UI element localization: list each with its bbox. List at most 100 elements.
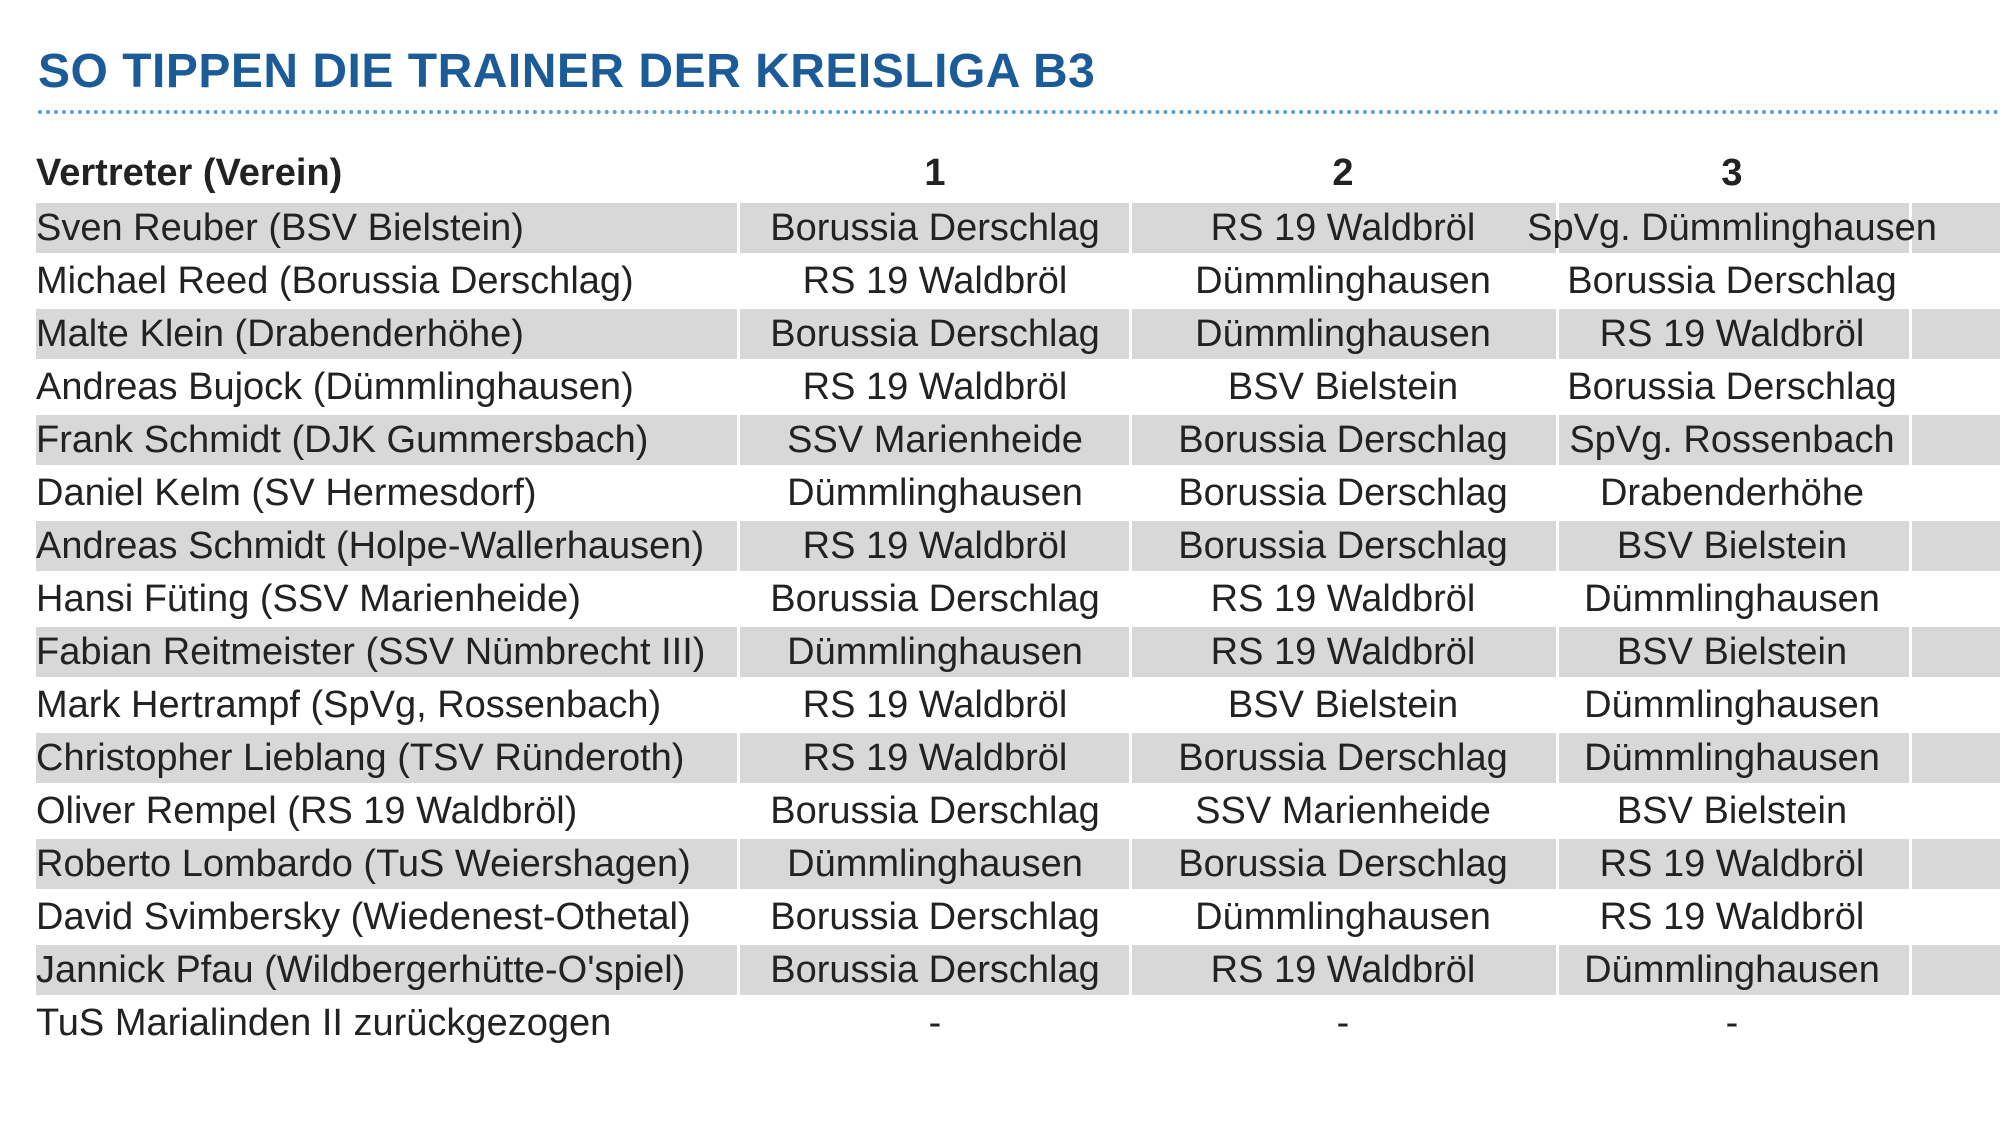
column-separator bbox=[1556, 415, 1559, 465]
prediction: Borussia Derschlag bbox=[770, 790, 1100, 832]
prediction: RS 19 Waldbröl bbox=[1210, 949, 1476, 991]
prediction: Dümmlinghausen bbox=[1584, 684, 1880, 726]
prediction: SSV Marienheide bbox=[787, 419, 1083, 461]
prediction: SpVg. Rossenbach bbox=[1569, 419, 1895, 461]
column-separator bbox=[1909, 839, 1912, 889]
column-separator bbox=[1556, 839, 1559, 889]
prediction: Borussia Derschlag bbox=[770, 949, 1100, 991]
prediction: BSV Bielstein bbox=[1616, 631, 1848, 673]
column-header: 3 bbox=[1721, 152, 1743, 194]
row-band bbox=[36, 521, 2000, 571]
column-separator bbox=[1909, 945, 1912, 995]
row-label: Daniel Kelm (SV Hermesdorf) bbox=[36, 472, 537, 514]
prediction: RS 19 Waldbröl bbox=[802, 366, 1068, 408]
column-separator bbox=[737, 839, 740, 889]
prediction: Borussia Derschlag bbox=[1567, 260, 1897, 302]
prediction: Dümmlinghausen bbox=[1195, 260, 1491, 302]
prediction: RS 19 Waldbröl bbox=[802, 260, 1068, 302]
row-label: Michael Reed (Borussia Derschlag) bbox=[36, 260, 634, 302]
column-separator bbox=[737, 945, 740, 995]
prediction: - bbox=[1336, 1002, 1350, 1044]
column-separator bbox=[737, 521, 740, 571]
prediction: BSV Bielstein bbox=[1227, 684, 1459, 726]
prediction: RS 19 Waldbröl bbox=[1210, 578, 1476, 620]
column-separator bbox=[1556, 945, 1559, 995]
prediction: Dümmlinghausen bbox=[1584, 578, 1880, 620]
column-separator bbox=[1556, 309, 1559, 359]
prediction: RS 19 Waldbröl bbox=[1599, 313, 1865, 355]
row-label: Oliver Rempel (RS 19 Waldbröl) bbox=[36, 790, 578, 832]
column-separator bbox=[1556, 521, 1559, 571]
prediction: RS 19 Waldbröl bbox=[1210, 207, 1476, 249]
column-header: Vertreter (Verein) bbox=[36, 152, 343, 194]
column-separator bbox=[1556, 203, 1559, 253]
column-separator bbox=[1909, 521, 1912, 571]
column-header: 2 bbox=[1332, 152, 1354, 194]
prediction: Dümmlinghausen bbox=[1195, 896, 1491, 938]
column-separator bbox=[1909, 415, 1912, 465]
column-separator bbox=[1556, 733, 1559, 783]
prediction: - bbox=[928, 1002, 942, 1044]
prediction: BSV Bielstein bbox=[1227, 366, 1459, 408]
prediction: Borussia Derschlag bbox=[1178, 843, 1508, 885]
column-separator bbox=[1909, 203, 1912, 253]
prediction: Borussia Derschlag bbox=[1178, 737, 1508, 779]
column-separator bbox=[1129, 627, 1132, 677]
prediction: Dümmlinghausen bbox=[787, 472, 1083, 514]
prediction: Borussia Derschlag bbox=[1178, 472, 1508, 514]
prediction: SpVg. Dümmlinghausen bbox=[1527, 207, 1937, 249]
prediction: Drabenderhöhe bbox=[1599, 472, 1865, 514]
row-label: David Svimbersky (Wiedenest-Othetal) bbox=[36, 896, 691, 938]
row-label: Jannick Pfau (Wildbergerhütte-O'spiel) bbox=[36, 949, 686, 991]
prediction: RS 19 Waldbröl bbox=[1210, 631, 1476, 673]
column-separator bbox=[737, 733, 740, 783]
prediction: Dümmlinghausen bbox=[787, 843, 1083, 885]
prediction: SSV Marienheide bbox=[1195, 790, 1491, 832]
prediction: Borussia Derschlag bbox=[770, 578, 1100, 620]
column-separator bbox=[1129, 733, 1132, 783]
prediction: Borussia Derschlag bbox=[770, 207, 1100, 249]
row-label: Frank Schmidt (DJK Gummersbach) bbox=[36, 419, 649, 461]
column-separator bbox=[737, 415, 740, 465]
row-label: Andreas Bujock (Dümmlinghausen) bbox=[36, 366, 634, 408]
row-label: Christopher Lieblang (TSV Ründeroth) bbox=[36, 737, 685, 779]
prediction: RS 19 Waldbröl bbox=[802, 684, 1068, 726]
row-label: Andreas Schmidt (Holpe-Wallerhausen) bbox=[36, 525, 705, 567]
column-separator bbox=[1129, 521, 1132, 571]
row-label: Malte Klein (Drabenderhöhe) bbox=[36, 313, 524, 355]
column-separator bbox=[1129, 309, 1132, 359]
column-separator bbox=[1129, 945, 1132, 995]
prediction: BSV Bielstein bbox=[1616, 525, 1848, 567]
prediction: Dümmlinghausen bbox=[1584, 949, 1880, 991]
prediction: RS 19 Waldbröl bbox=[1599, 896, 1865, 938]
prediction: Dümmlinghausen bbox=[1195, 313, 1491, 355]
prediction: Borussia Derschlag bbox=[770, 313, 1100, 355]
column-separator bbox=[1129, 839, 1132, 889]
row-band bbox=[36, 203, 2000, 253]
column-separator bbox=[737, 627, 740, 677]
column-header: 1 bbox=[924, 152, 946, 194]
row-band bbox=[36, 309, 2000, 359]
row-band bbox=[36, 415, 2000, 465]
column-separator bbox=[1129, 203, 1132, 253]
prediction: Dümmlinghausen bbox=[1584, 737, 1880, 779]
row-label: TuS Marialinden II zurückgezogen bbox=[36, 1002, 612, 1044]
column-separator bbox=[737, 203, 740, 253]
prediction: RS 19 Waldbröl bbox=[802, 737, 1068, 779]
prediction: RS 19 Waldbröl bbox=[1599, 843, 1865, 885]
row-label: Sven Reuber (BSV Bielstein) bbox=[36, 207, 524, 249]
prediction: Borussia Derschlag bbox=[770, 896, 1100, 938]
prediction: RS 19 Waldbröl bbox=[802, 525, 1068, 567]
prediction: Borussia Derschlag bbox=[1178, 525, 1508, 567]
prediction: - bbox=[1725, 1002, 1739, 1044]
prediction: Dümmlinghausen bbox=[787, 631, 1083, 673]
row-band bbox=[36, 627, 2000, 677]
row-label: Mark Hertrampf (SpVg, Rossenbach) bbox=[36, 684, 662, 726]
column-separator bbox=[1909, 309, 1912, 359]
divider bbox=[38, 110, 2000, 114]
row-label: Roberto Lombardo (TuS Weiershagen) bbox=[36, 843, 691, 885]
prediction: Borussia Derschlag bbox=[1178, 419, 1508, 461]
row-band bbox=[36, 945, 2000, 995]
column-separator bbox=[1909, 733, 1912, 783]
